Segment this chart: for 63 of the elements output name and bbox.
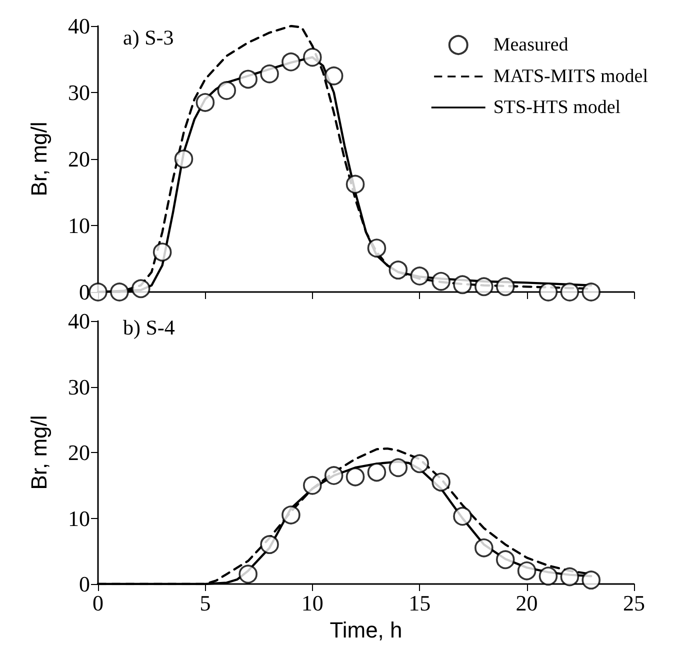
legend-label: Measured [493, 34, 569, 56]
point [474, 277, 494, 296]
y-axis-title: Br, mg/l [26, 415, 52, 490]
y-axis-title: Br, mg/l [26, 122, 52, 196]
point [410, 266, 429, 286]
point [432, 272, 450, 291]
point [110, 282, 129, 302]
point [388, 458, 408, 478]
point [582, 570, 601, 590]
point [346, 174, 365, 194]
point [282, 506, 300, 524]
point [238, 564, 258, 584]
point [410, 454, 429, 474]
point [303, 476, 322, 495]
point [538, 282, 558, 302]
point [496, 277, 515, 296]
x-tick-label: 20 [516, 590, 538, 616]
y-tick-label: 30 [68, 80, 90, 105]
point [88, 282, 108, 302]
point [538, 566, 558, 586]
point [346, 467, 365, 486]
x-tick-label: 25 [623, 590, 645, 616]
x-tick-label: 5 [200, 590, 211, 616]
point [196, 93, 215, 112]
x-tick-label: 10 [301, 590, 324, 616]
point [260, 535, 279, 554]
point [474, 538, 494, 558]
point [453, 275, 472, 294]
legend-label: STS-HTS model [493, 97, 621, 118]
point [174, 150, 194, 168]
y-tick-label: 0 [79, 280, 90, 304]
x-tick-label: 15 [408, 590, 431, 616]
y-tick-label: 40 [68, 308, 90, 334]
y-tick-label: 30 [68, 374, 90, 400]
x-axis-title: Time, h [330, 617, 402, 642]
y-tick-label: 20 [68, 146, 90, 172]
legend-label: MATS-MITS model [493, 66, 648, 87]
point [303, 48, 322, 67]
y-tick-label: 10 [68, 213, 90, 238]
y-tick-label: 10 [68, 506, 90, 531]
point [324, 66, 344, 86]
point [367, 238, 386, 258]
point [238, 70, 258, 89]
point [517, 561, 536, 580]
point [217, 81, 236, 100]
point [496, 550, 515, 570]
point [560, 282, 580, 302]
point [282, 52, 300, 72]
y-tick-label: 40 [68, 14, 90, 38]
chart-title: a) S-3 [123, 26, 174, 50]
y-tick-label: 0 [79, 572, 90, 596]
point [152, 242, 172, 262]
point [432, 472, 450, 492]
point [324, 466, 344, 485]
point [453, 506, 472, 526]
point [131, 279, 150, 298]
point [260, 64, 279, 84]
y-tick-label: 20 [68, 440, 90, 465]
chart-title: b) S-4 [123, 316, 176, 340]
point [582, 282, 601, 302]
point [388, 260, 408, 280]
point [560, 567, 580, 586]
point [367, 462, 386, 482]
